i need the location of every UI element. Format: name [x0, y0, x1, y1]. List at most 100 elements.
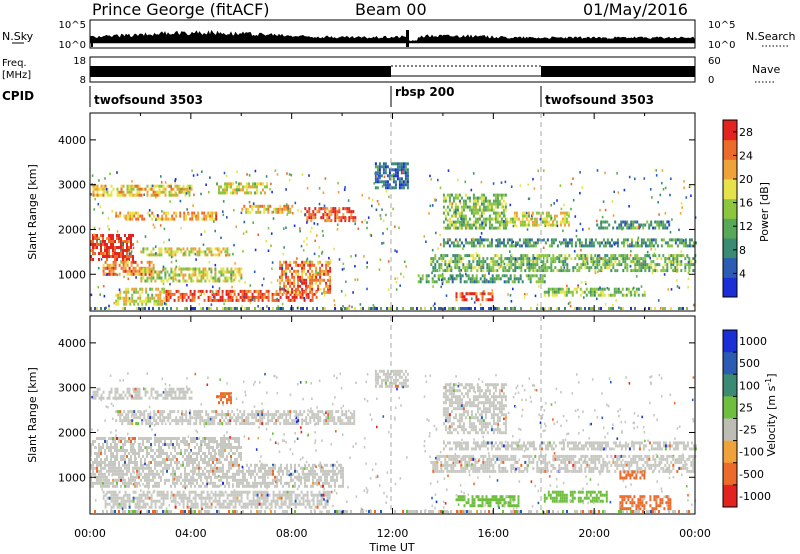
- power-colorbar-ticklabel-0: 4: [739, 267, 746, 280]
- velocity-ytick-label-1: 2000: [58, 426, 86, 439]
- nave-right-tick-top: 60: [708, 56, 721, 67]
- power-colorbar-ticklabel-6: 28: [739, 126, 753, 139]
- nsky-right-tick-top: 10^5: [708, 20, 735, 31]
- velocity-colorbar-label-close: ]: [765, 373, 778, 377]
- time-xtick-label-2: 08:00: [276, 527, 308, 540]
- power-band-14: [505, 211, 570, 227]
- velocity-x-axis: 00:00 04:00 08:00 12:00 16:00 20:00 00:00: [74, 316, 711, 540]
- power-colorbar: 4 8 12 16 20 24 28: [722, 119, 753, 298]
- nsky-left-tick-bottom: 10^0: [59, 40, 86, 51]
- velocity-y-axis: 1000 2000 3000 4000: [58, 337, 695, 484]
- power-band-13: [442, 193, 507, 230]
- nsky-marker-start: [91, 42, 93, 47]
- power-colorbar-swatch-8: [723, 120, 737, 141]
- velocity-colorbar-swatch-0: [723, 330, 737, 353]
- time-xtick-label-0: 00:00: [74, 527, 106, 540]
- freq-label-line2: [MHz]: [2, 70, 31, 81]
- power-colorbar-ticklabel-2: 12: [739, 220, 753, 233]
- power-band-8: [140, 267, 243, 283]
- power-colorbar-ticklabel-4: 20: [739, 173, 753, 186]
- power-ytick-label-0: 1000: [58, 268, 86, 281]
- velocity-band-8: [430, 454, 697, 473]
- velocity-band-6: [374, 369, 409, 388]
- velocity-ylabel: Slant Range [km]: [26, 367, 39, 463]
- power-colorbar-swatch-0: [723, 277, 737, 298]
- freq-label-line1: Freq.: [2, 58, 27, 69]
- power-colorbar-label: Power [dB]: [758, 182, 771, 242]
- velocity-colorbar-swatch-6: [723, 462, 737, 486]
- power-colorbar-frame: [722, 119, 738, 298]
- freq-band-twofsound-1: [90, 66, 391, 77]
- power-colorbar-ticklabel-1: 8: [739, 244, 746, 257]
- nave-label: Nave: [752, 63, 780, 76]
- freq-left-tick-top: 18: [73, 56, 86, 67]
- velocity-colorbar-label-sup: -1: [764, 378, 773, 386]
- power-y-axis: 1000 2000 3000 4000: [58, 134, 695, 281]
- cpid-segment-1: twofsound 3503: [94, 93, 203, 107]
- velocity-colorbar-label: Velocity [m s-1]: [764, 373, 778, 456]
- cpid-segment-3: twofsound 3503: [545, 93, 654, 107]
- cpid-segment-2: rbsp 200: [395, 85, 454, 99]
- power-x-axis: [89, 113, 696, 311]
- velocity-band-1: [216, 392, 232, 405]
- power-colorbar-swatch-6: [723, 159, 737, 180]
- time-xtick-label-1: 04:00: [175, 527, 207, 540]
- power-chart: 1000 2000 3000 4000 Slant Range [km] 4 8 12 16…: [26, 112, 771, 312]
- power-ytick-label-3: 4000: [58, 134, 86, 147]
- nsky-label: N.Sky: [2, 30, 34, 43]
- power-near-range: [90, 307, 688, 310]
- freq-left-tick-bottom: 8: [80, 75, 86, 86]
- velocity-ytick-label-3: 4000: [58, 337, 86, 350]
- nsearch-label: N.Search: [746, 30, 796, 43]
- velocity-band-10: [455, 495, 520, 508]
- power-band-17: [417, 274, 546, 284]
- power-ytick-label-1: 2000: [58, 223, 86, 236]
- power-data-layer: [90, 162, 697, 311]
- station-title: Prince George (fitACF): [92, 0, 270, 19]
- power-colorbar-swatch-3: [723, 218, 737, 239]
- velocity-colorbar-swatch-3: [723, 396, 737, 419]
- velocity-band-11: [543, 490, 608, 503]
- power-band-6: [140, 247, 231, 257]
- power-band-0: [92, 184, 193, 197]
- power-band-19: [543, 287, 646, 297]
- velocity-colorbar-label-main: Velocity [m s: [765, 385, 778, 456]
- power-band-18: [455, 292, 494, 302]
- velocity-colorbar-ticklabel-3: 25: [739, 401, 753, 414]
- nsky-trace: [89, 29, 696, 44]
- velocity-colorbar-swatch-4: [723, 418, 737, 442]
- date-title: 01/May/2016: [583, 0, 688, 19]
- velocity-colorbar-ticklabel-5: -100: [739, 446, 764, 459]
- freq-band-twofsound-2: [541, 66, 695, 77]
- nsky-left-tick-top: 10^5: [59, 20, 86, 31]
- velocity-colorbar-ticklabel-7: -1000: [739, 490, 771, 503]
- nsky-marker-mid: [406, 30, 409, 47]
- power-band-9: [115, 287, 168, 306]
- power-band-11: [279, 260, 332, 294]
- power-colorbar-ticklabel-3: 16: [739, 197, 753, 210]
- power-colorbar-swatch-5: [723, 179, 737, 200]
- time-xtick-label-3: 12:00: [377, 527, 409, 540]
- velocity-colorbar-ticklabel-0: 1000: [739, 335, 767, 348]
- power-band-15: [430, 254, 697, 273]
- velocity-colorbar-ticklabel-2: 100: [739, 379, 760, 392]
- power-ylabel: Slant Range [km]: [26, 164, 39, 260]
- power-band-16: [442, 238, 697, 248]
- velocity-colorbar-ticklabel-6: -500: [739, 468, 764, 481]
- velocity-band-9: [442, 441, 697, 451]
- power-band-5: [90, 234, 134, 261]
- nsky-panel: N.Sky 10^5 10^0 10^5 10^0 N.Search: [2, 19, 796, 51]
- velocity-colorbar-ticklabel-1: 500: [739, 357, 760, 370]
- power-colorbar-swatch-7: [723, 139, 737, 160]
- velocity-band-4: [90, 463, 344, 488]
- power-band-1: [216, 182, 268, 195]
- power-colorbar-swatch-4: [723, 198, 737, 219]
- velocity-data-layer: [90, 369, 697, 514]
- velocity-colorbar-swatch-5: [723, 440, 737, 464]
- velocity-near-range: [94, 510, 690, 513]
- velocity-colorbar-swatch-7: [723, 484, 737, 508]
- power-colorbar-swatch-1: [723, 257, 737, 278]
- velocity-colorbar-ticklabel-4: -25: [739, 424, 757, 437]
- freq-panel: Freq. [MHz] 18 8 60 0 Nave: [2, 56, 780, 86]
